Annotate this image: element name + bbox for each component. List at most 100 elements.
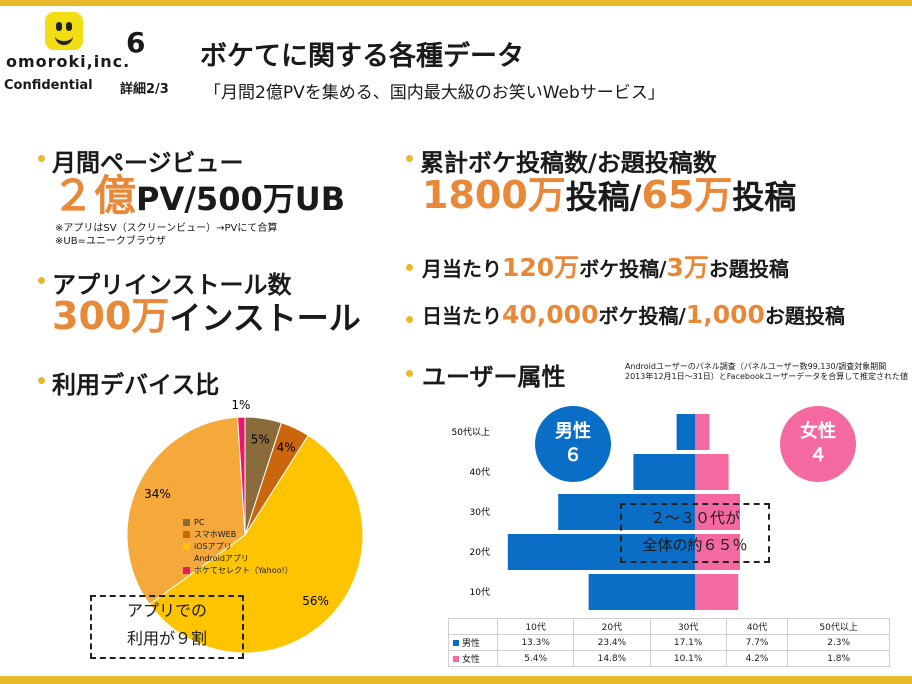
- male-bar: [507, 534, 695, 570]
- monthly-posts: 月当たり120万ボケ投稿/3万お題投稿: [422, 248, 789, 284]
- installs-rest: インストール: [169, 299, 361, 337]
- pie-legend-swatch: [183, 530, 190, 538]
- company-logo-text: omoroki,inc.: [6, 52, 131, 71]
- pie-legend-item: スマホWEB: [183, 528, 295, 540]
- table-header-cell: 20代: [573, 618, 651, 635]
- pie-data-label: 5%: [251, 432, 270, 446]
- device-pie-chart: 5% 4% 56% 34% 1%: [126, 400, 364, 654]
- users-source-note-1: Androidユーザーのパネル調査（パネルユーザー数99,130/調査対象期間: [625, 362, 887, 371]
- table-header-cell: 10代: [496, 618, 575, 635]
- bullet-icon: [38, 377, 45, 384]
- page-subtitle: 「月間2億PVを集める、国内最大級のお笑いWebサービス」: [204, 83, 665, 103]
- posts-heading: 累計ボケ投稿数/お題投稿数: [420, 149, 717, 177]
- age-pyramid-chart: 50代以上 40代 30代 20代 10代: [452, 414, 740, 610]
- table-cell: 4.2%: [725, 650, 789, 667]
- pageviews-note-2: ※UB=ユニークブラウザ: [55, 236, 166, 247]
- table-row-label: 男性: [448, 634, 498, 651]
- table-cell: 23.4%: [573, 634, 651, 651]
- users-source-note-2: 2013年12月1日〜31日）とFacebookユーザーデータを合算して推定され…: [625, 372, 908, 381]
- pie-legend-label: PC: [194, 517, 205, 527]
- monthly-boke-unit: ボケ投稿/: [579, 257, 667, 281]
- table-cell: 10.1%: [649, 650, 727, 667]
- pie-legend-label: Androidアプリ: [194, 553, 249, 563]
- pie-legend-item: iOSアプリ: [183, 540, 295, 552]
- female-bar: [695, 414, 710, 450]
- pie-data-label: 1%: [231, 400, 250, 412]
- table-header-row: 10代 20代 30代 40代 50代以上: [448, 618, 890, 635]
- age-category-label: 30代: [470, 507, 490, 518]
- pie-legend-item: ボケてセレクト（Yahoo!）: [183, 564, 295, 576]
- posts-odai-unit: 投稿: [732, 178, 797, 216]
- pie-legend-swatch: [183, 518, 190, 526]
- female-bar: [695, 454, 729, 490]
- male-bar: [676, 414, 695, 450]
- monthly-boke-value: 120万: [502, 253, 580, 282]
- female-value: ４: [809, 445, 827, 466]
- pie-data-label: 4%: [277, 440, 296, 454]
- table-header-cell: 30代: [649, 618, 727, 635]
- bullet-icon: [38, 277, 45, 284]
- pie-legend-label: スマホWEB: [194, 529, 237, 539]
- logo-face-icon: [45, 12, 83, 50]
- device-callout-line-1: アプリでの: [126, 601, 207, 620]
- page-title: ボケてに関する各種データ: [200, 41, 524, 72]
- users-heading: ユーザー属性: [422, 363, 566, 391]
- pageviews-highlight: ２億: [52, 171, 137, 220]
- device-callout-line-2: 利用が９割: [126, 629, 207, 648]
- pie-legend-item: PC: [183, 516, 295, 528]
- female-legend-swatch: [453, 656, 459, 662]
- monthly-odai-unit: お題投稿: [708, 257, 789, 281]
- monthly-prefix: 月当たり: [422, 257, 502, 281]
- daily-odai-unit: お題投稿: [764, 304, 845, 328]
- table-row-label-text: 女性: [462, 655, 481, 665]
- male-label: 男性: [555, 421, 591, 442]
- table-cell: 5.4%: [496, 650, 575, 667]
- pie-legend-label: ボケてセレクト（Yahoo!）: [194, 565, 293, 575]
- daily-prefix: 日当たり: [422, 304, 502, 328]
- installs-value: 300万インストール: [52, 292, 361, 342]
- age-callout-line-1: ２～３０代が: [649, 509, 740, 527]
- table-cell: 14.8%: [573, 650, 651, 667]
- table-cell: 17.1%: [649, 634, 727, 651]
- pie-slice-4: [126, 416, 246, 606]
- daily-posts: 日当たり40,000ボケ投稿/1,000お題投稿: [422, 300, 845, 329]
- table-row-label: 女性: [448, 650, 498, 667]
- daily-boke-unit: ボケ投稿/: [598, 304, 686, 328]
- age-category-label: 50代以上: [452, 427, 490, 438]
- posts-value: 1800万投稿/65万投稿: [422, 170, 796, 222]
- male-ratio-badge: 男性 ６: [535, 406, 611, 482]
- pageviews-value: ２億PV/500万UB: [52, 172, 345, 220]
- table-cell: 13.3%: [496, 634, 575, 651]
- daily-odai-value: 1,000: [685, 300, 765, 329]
- table-row: 女性 5.4% 14.8% 10.1% 4.2% 1.8%: [448, 650, 890, 667]
- table-header-cell: [448, 618, 498, 635]
- confidential-label: Confidential: [4, 78, 93, 93]
- age-callout-line-2: 全体の約６５％: [642, 536, 748, 554]
- installs-highlight: 300万: [52, 294, 170, 338]
- pageviews-note-1: ※アプリはSV（スクリーンビュー）→PVにて合算: [55, 223, 278, 234]
- table-header-cell: 40代: [725, 618, 789, 635]
- pageviews-heading: 月間ページビュー: [52, 149, 244, 177]
- male-legend-swatch: [453, 640, 459, 646]
- table-cell: 1.8%: [787, 650, 890, 667]
- installs-heading: アプリインストール数: [52, 271, 292, 299]
- age-category-label: 40代: [470, 467, 490, 478]
- bullet-icon: [406, 264, 413, 271]
- bullet-icon: [406, 316, 413, 323]
- female-bar: [695, 534, 740, 570]
- posts-odai-value: 65万: [641, 173, 733, 217]
- daily-boke-value: 40,000: [502, 300, 599, 329]
- pie-data-label: 56%: [302, 594, 329, 608]
- monthly-odai-value: 3万: [666, 253, 709, 282]
- device-callout-box: アプリでの 利用が９割: [90, 595, 244, 659]
- bottom-accent-bar: [0, 676, 912, 684]
- pageviews-rest: PV/500万UB: [136, 180, 346, 218]
- age-category-label: 10代: [470, 587, 490, 598]
- male-bar: [588, 574, 695, 610]
- table-row: 男性 13.3% 23.4% 17.1% 7.7% 2.3%: [448, 634, 890, 651]
- table-header-cell: 50代以上: [787, 618, 890, 635]
- pie-legend-item: Androidアプリ: [183, 552, 295, 564]
- female-ratio-badge: 女性 ４: [780, 406, 856, 482]
- table-row-label-text: 男性: [462, 639, 481, 649]
- pie-slice-3: [148, 434, 364, 654]
